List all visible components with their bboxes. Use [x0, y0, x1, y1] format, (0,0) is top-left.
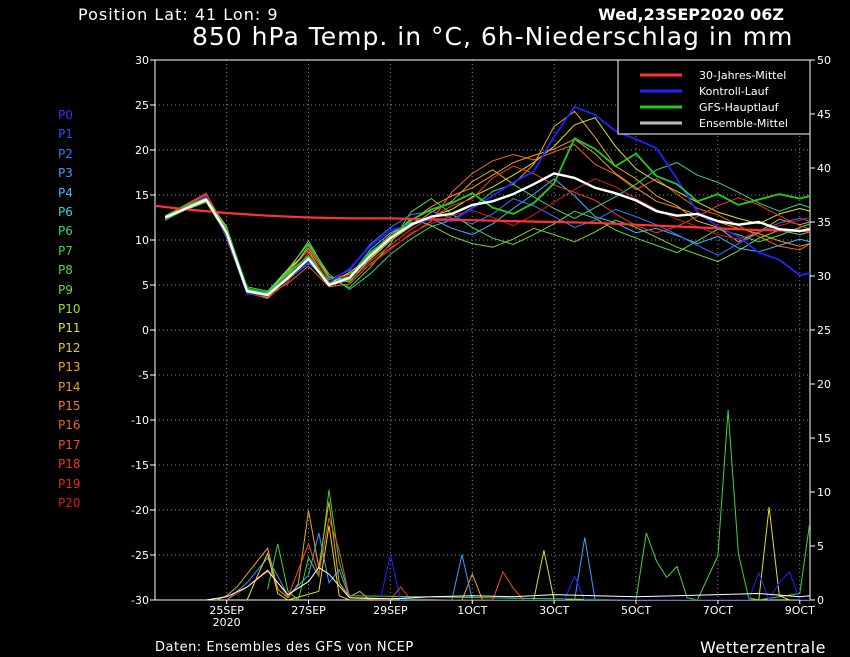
y-left-tick-4: 10	[135, 234, 149, 247]
y-left-tick-6: 0	[142, 324, 149, 337]
precip-line-6	[206, 566, 810, 600]
series-line-p13	[164, 110, 810, 299]
member-label-9: P9	[58, 282, 73, 297]
legend-label-2: GFS-Hauptlauf	[699, 101, 780, 114]
member-label-10: P10	[58, 302, 81, 316]
series-line-gfs-hauptlauf	[164, 137, 810, 295]
series-line-p8	[164, 197, 810, 298]
precip-line-0	[216, 501, 483, 600]
series-line-p18	[164, 165, 810, 299]
member-label-0: P0	[58, 108, 73, 122]
header-position: Position Lat: 41 Lon: 9	[78, 5, 279, 24]
series-line-ensemble-mittel	[164, 172, 810, 297]
y-left-tick-7: -5	[138, 369, 149, 382]
x-tick-3: 1OCT	[457, 604, 487, 617]
series-line-p16	[164, 144, 810, 296]
footer-source: Daten: Ensembles des GFS von NCEP	[155, 640, 414, 655]
member-label-4: P4	[58, 185, 73, 200]
chart-title: 850 hPa Temp. in °C, 6h-Niederschlag in …	[192, 22, 794, 51]
y-right-tick-1: 45	[817, 108, 831, 121]
series-line-30-jahres-mittel	[155, 204, 810, 233]
member-label-19: P19	[58, 476, 81, 491]
x-tick-6: 7OCT	[703, 604, 733, 617]
y-left-tick-8: -10	[131, 414, 149, 427]
x-tick-1: 27SEP	[291, 604, 326, 617]
precip-line-2	[267, 409, 810, 600]
y-left-tick-10: -20	[131, 504, 149, 517]
y-right-tick-3: 35	[817, 216, 831, 229]
y-left-tick-12: -30	[131, 594, 149, 607]
y-left-tick-5: 5	[142, 279, 149, 292]
member-label-15: P15	[58, 399, 81, 413]
y-left-tick-0: 30	[135, 54, 149, 67]
y-left-tick-2: 20	[135, 144, 149, 157]
x-tick-year: 2020	[213, 616, 241, 629]
member-label-12: P12	[58, 340, 81, 355]
y-right-tick-9: 5	[817, 540, 824, 553]
series-line-p6	[164, 162, 810, 292]
y-left-tick-11: -25	[131, 549, 149, 562]
member-label-11: P11	[58, 321, 81, 336]
precip-line-3	[246, 507, 800, 600]
series-line-p4	[164, 178, 810, 295]
series-line-p9	[165, 201, 810, 294]
member-label-7: P7	[58, 243, 73, 258]
member-label-18: P18	[58, 457, 81, 472]
member-label-5: P6	[58, 205, 73, 219]
y-right-tick-0: 50	[817, 54, 831, 67]
x-tick-5: 5OCT	[621, 604, 651, 617]
member-label-8: P8	[58, 263, 73, 278]
precip-line-5	[226, 517, 524, 600]
legend-label-0: 30-Jahres-Mittel	[699, 69, 786, 82]
y-right-tick-6: 20	[817, 378, 831, 391]
y-right-tick-8: 10	[817, 486, 831, 499]
y-right-tick-5: 25	[817, 324, 831, 337]
x-tick-4: 3OCT	[539, 604, 569, 617]
y-left-tick-1: 25	[135, 99, 149, 112]
legend-label-1: Kontroll-Lauf	[699, 85, 770, 98]
member-label-1: P1	[58, 127, 73, 142]
member-label-20: P20	[58, 496, 81, 510]
y-right-tick-4: 30	[817, 270, 831, 283]
x-tick-2: 29SEP	[373, 604, 408, 617]
header-date: Wed,23SEP2020 06Z	[598, 5, 784, 24]
member-label-6: P6	[58, 224, 73, 239]
x-tick-0: 25SEP	[209, 604, 244, 617]
legend-label-3: Ensemble-Mittel	[699, 117, 788, 130]
y-right-tick-7: 15	[817, 432, 831, 445]
member-label-16: P16	[58, 418, 81, 433]
precip-line-1	[226, 532, 596, 600]
member-label-3: P3	[58, 166, 73, 181]
member-label-13: P13	[58, 360, 81, 375]
y-right-tick-10: 0	[817, 594, 824, 607]
member-label-17: P17	[58, 437, 81, 452]
member-label-2: P2	[58, 146, 73, 161]
y-right-tick-2: 40	[817, 162, 831, 175]
y-left-tick-3: 15	[135, 189, 149, 202]
footer-brand: Wetterzentrale	[699, 638, 826, 657]
y-left-tick-9: -15	[131, 459, 149, 472]
x-tick-7: 9OCT	[785, 604, 815, 617]
member-label-14: P14	[58, 379, 81, 394]
precip-line-4	[379, 554, 810, 600]
